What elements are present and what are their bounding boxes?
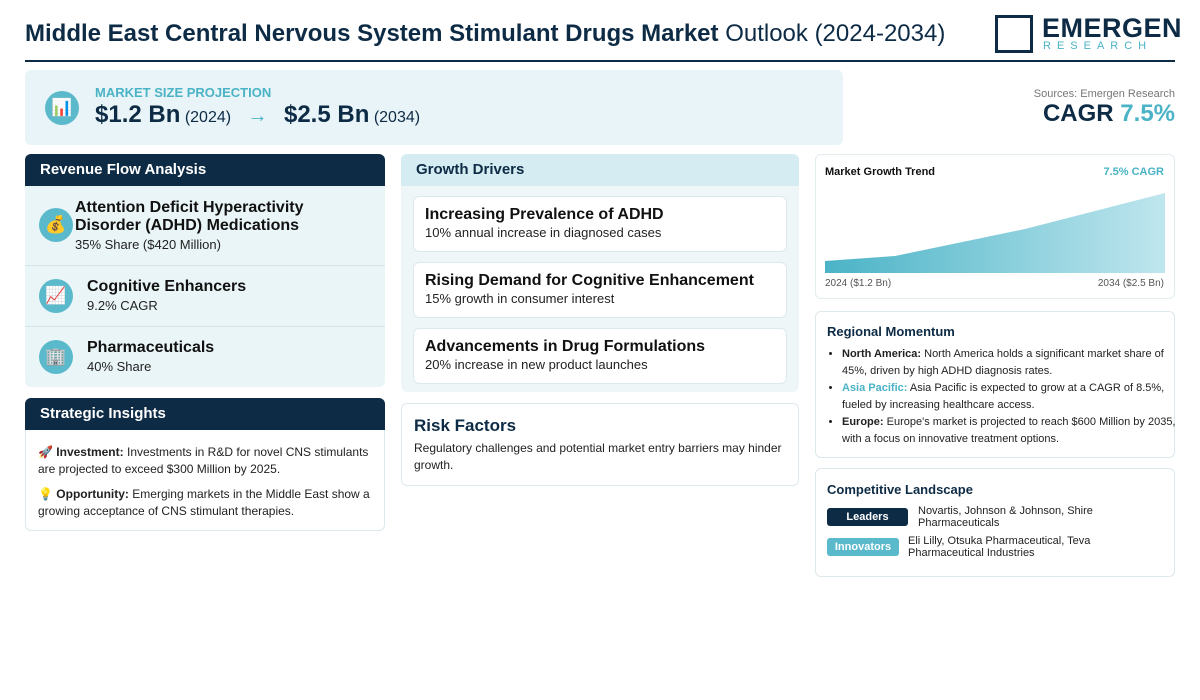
growth-drivers: Growth Drivers Increasing Prevalence of …	[401, 154, 799, 392]
rev-detail: 35% Share ($420 Million)	[75, 237, 221, 252]
cagr: CAGR 7.5%	[1043, 100, 1175, 128]
trend-title: Market Growth Trend	[825, 166, 936, 178]
title-bold: Middle East Central Nervous System Stimu…	[25, 20, 719, 47]
section-title: Regional Momentum	[827, 324, 955, 339]
label: MARKET SIZE PROJECTION	[95, 85, 272, 100]
region-list: North America: North America holds a sig…	[816, 346, 1187, 448]
region-item: Europe: Europe's market is projected to …	[842, 414, 1187, 448]
region-text: Europe's market is projected to reach $6…	[842, 416, 1176, 445]
start-year: (2024)	[184, 109, 232, 126]
driver-card: Advancements in Drug Formulations 20% inc…	[413, 328, 787, 384]
risk-text: Regulatory challenges and potential mark…	[414, 441, 782, 472]
revenue-flow: Revenue Flow Analysis 💰 Attention Defici…	[25, 154, 385, 387]
arrow: →	[247, 105, 268, 127]
trend-end: 2034 ($2.5 Bn)	[1097, 278, 1164, 289]
end-year: (2034)	[373, 109, 421, 126]
logo-main: EMERGEN	[1042, 13, 1183, 43]
trend: Market Growth Trend 7.5% CAGR 2024 ($1.2…	[815, 154, 1175, 299]
trend-area	[825, 193, 1165, 273]
driver-detail: 20% increase in new product launches	[425, 357, 648, 372]
cagr-value: 7.5%	[1120, 100, 1175, 127]
values: $1.2 Bn (2024) → $2.5 Bn (2034)	[95, 101, 420, 129]
region-name: North America:	[842, 348, 922, 360]
rev-item: 💰 Attention Deficit Hyperactivity Disord…	[25, 186, 385, 266]
logo-mark	[995, 15, 1033, 53]
insight-text: Investments in R&D for novel CNS stimula…	[38, 445, 369, 476]
competitive: Competitive Landscape Leaders Novartis, …	[815, 468, 1175, 577]
region-text: Asia Pacific is expected to grow at a CA…	[842, 382, 1165, 411]
section-title: Strategic Insights	[25, 398, 385, 430]
region-name: Europe:	[842, 416, 884, 428]
tag: Leaders	[827, 508, 908, 526]
source: Sources: Emergen Research	[1033, 88, 1175, 100]
companies: Eli Lilly, Otsuka Pharmaceutical, Teva P…	[908, 535, 1091, 559]
driver-detail: 15% growth in consumer interest	[425, 291, 615, 306]
insight-label: Investment:	[56, 445, 124, 459]
rev-item: 🏢 Pharmaceuticals 40% Share	[25, 327, 385, 387]
icon: 📈	[39, 279, 73, 313]
section-title: Risk Factors	[414, 416, 517, 435]
icon: 💰	[39, 208, 73, 242]
region-name: Asia Pacific:	[842, 382, 908, 394]
companies: Novartis, Johnson & Johnson, Shire Pharm…	[918, 505, 1093, 529]
risk-factors: Risk Factors Regulatory challenges and p…	[401, 403, 799, 486]
strategic-insights: Strategic Insights 🚀 Investment: Investm…	[25, 398, 385, 531]
rev-detail: 40% Share	[87, 359, 152, 374]
end-value: $2.5 Bn	[283, 101, 370, 128]
region-item: North America: North America holds a sig…	[842, 346, 1187, 380]
rev-name: Attention Deficit Hyperactivity Disorder…	[75, 199, 304, 234]
rev-name: Pharmaceuticals	[87, 339, 215, 356]
regional: Regional Momentum North America: North A…	[815, 311, 1176, 458]
divider	[25, 60, 1175, 62]
insight-label: Opportunity:	[56, 487, 129, 501]
market-size: 📊 MARKET SIZE PROJECTION $1.2 Bn (2024) …	[25, 70, 843, 145]
insight: 💡 Opportunity: Emerging markets in the M…	[38, 487, 370, 518]
region-item: Asia Pacific: Asia Pacific is expected t…	[842, 380, 1187, 414]
insight: 🚀 Investment: Investments in R&D for nov…	[38, 445, 369, 476]
tag: Innovators	[827, 538, 899, 556]
title: Middle East Central Nervous System Stimu…	[25, 20, 945, 48]
driver-detail: 10% annual increase in diagnosed cases	[425, 225, 662, 240]
area-shape	[825, 193, 1165, 273]
icon: 📊	[45, 91, 79, 125]
start-value: $1.2 Bn	[95, 101, 181, 128]
driver-name: Advancements in Drug Formulations	[425, 338, 706, 355]
rev-name: Cognitive Enhancers	[87, 278, 247, 295]
driver-card: Increasing Prevalence of ADHD 10% annual …	[413, 196, 787, 252]
region-text: North America holds a significant market…	[842, 348, 1164, 377]
trend-start: 2024 ($1.2 Bn)	[825, 278, 892, 289]
driver-name: Increasing Prevalence of ADHD	[425, 206, 664, 223]
title-rest: Outlook (2024-2034)	[725, 20, 946, 47]
rev-detail: 9.2% CAGR	[87, 298, 158, 313]
section-title: Revenue Flow Analysis	[25, 154, 385, 186]
insight-text: Emerging markets in the Middle East show…	[38, 487, 370, 518]
section-title: Competitive Landscape	[827, 482, 973, 497]
driver-card: Rising Demand for Cognitive Enhancement 1…	[413, 262, 787, 318]
section-title: Growth Drivers	[401, 154, 799, 186]
logo-sub: RESEARCH	[1043, 40, 1153, 52]
trend-badge: 7.5% CAGR	[1103, 166, 1164, 178]
icon: 🏢	[39, 340, 73, 374]
driver-name: Rising Demand for Cognitive Enhancement	[425, 272, 754, 289]
cagr-label: CAGR	[1042, 100, 1114, 127]
rev-item: 📈 Cognitive Enhancers 9.2% CAGR	[25, 266, 385, 327]
